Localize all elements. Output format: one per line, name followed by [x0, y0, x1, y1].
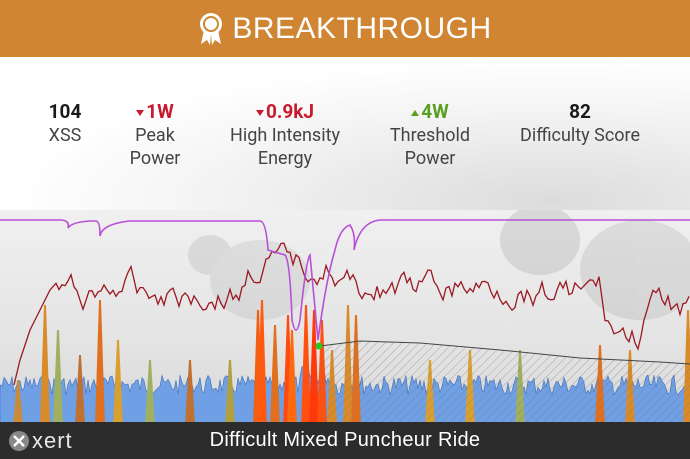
increase-arrow-icon: [411, 109, 420, 116]
power-spike: [113, 340, 123, 426]
banner-title: BREAKTHROUGH: [232, 11, 492, 45]
power-spike: [185, 360, 195, 426]
ride-name: Difficult Mixed Puncheur Ride: [209, 429, 481, 451]
activity-chart-svg: [0, 205, 690, 427]
stat-label: High Intensity: [230, 125, 340, 146]
breakthrough-banner: BREAKTHROUGH: [0, 0, 690, 57]
stat-label: Power: [404, 148, 456, 169]
background-photo: [188, 205, 690, 320]
stat-value: 82: [569, 100, 591, 123]
power-spike: [53, 330, 63, 426]
power-spike: [75, 355, 85, 426]
activity-chart: [0, 205, 690, 427]
threshold-hatch-area: [320, 341, 690, 426]
stat-value: 104: [48, 100, 82, 123]
power-spike: [95, 300, 105, 426]
power-spike: [257, 300, 267, 426]
power-spike: [309, 310, 319, 426]
xert-logo: xert: [8, 428, 73, 454]
stat-threshold-power: 4W Threshold Power: [375, 100, 485, 170]
logo-text: xert: [32, 428, 73, 453]
stat-label: Peak: [135, 125, 175, 146]
breakthrough-marker: [315, 342, 323, 350]
power-spike: [270, 325, 280, 426]
stat-value: 1W: [146, 100, 174, 123]
stat-peak-power: 1W Peak Power: [110, 100, 200, 170]
stat-label: Energy: [257, 148, 313, 169]
power-spike: [40, 305, 50, 426]
power-spike: [225, 360, 235, 426]
footer-bar: xert Difficult Mixed Puncheur Ride: [0, 422, 690, 459]
power-spike: [287, 330, 297, 426]
power-spike: [13, 380, 23, 426]
stat-label: Difficulty Score: [520, 125, 640, 146]
mpa-line: [0, 219, 690, 341]
stat-label: Power: [129, 148, 181, 169]
heart-rate-line: [13, 242, 690, 386]
stat-value: 0.9kJ: [265, 100, 315, 123]
decrease-arrow-icon: [136, 109, 145, 116]
stat-label: XSS: [48, 125, 82, 146]
stat-xss: 104 XSS: [20, 100, 110, 147]
stat-difficulty-score: 82 Difficulty Score: [505, 100, 655, 147]
stat-value: 4W: [421, 100, 449, 123]
xert-logo-icon: [9, 431, 29, 451]
power-spike: [301, 305, 311, 426]
stats-panel: 104 XSS 1W Peak Power 0.9kJ High Intensi…: [0, 57, 690, 217]
stat-high-intensity-energy: 0.9kJ High Intensity Energy: [210, 100, 360, 170]
power-spike: [145, 360, 155, 426]
threshold-line: [319, 340, 690, 365]
stat-label: Threshold: [389, 125, 471, 146]
award-ribbon-icon: [200, 12, 223, 45]
decrease-arrow-icon: [255, 109, 264, 116]
